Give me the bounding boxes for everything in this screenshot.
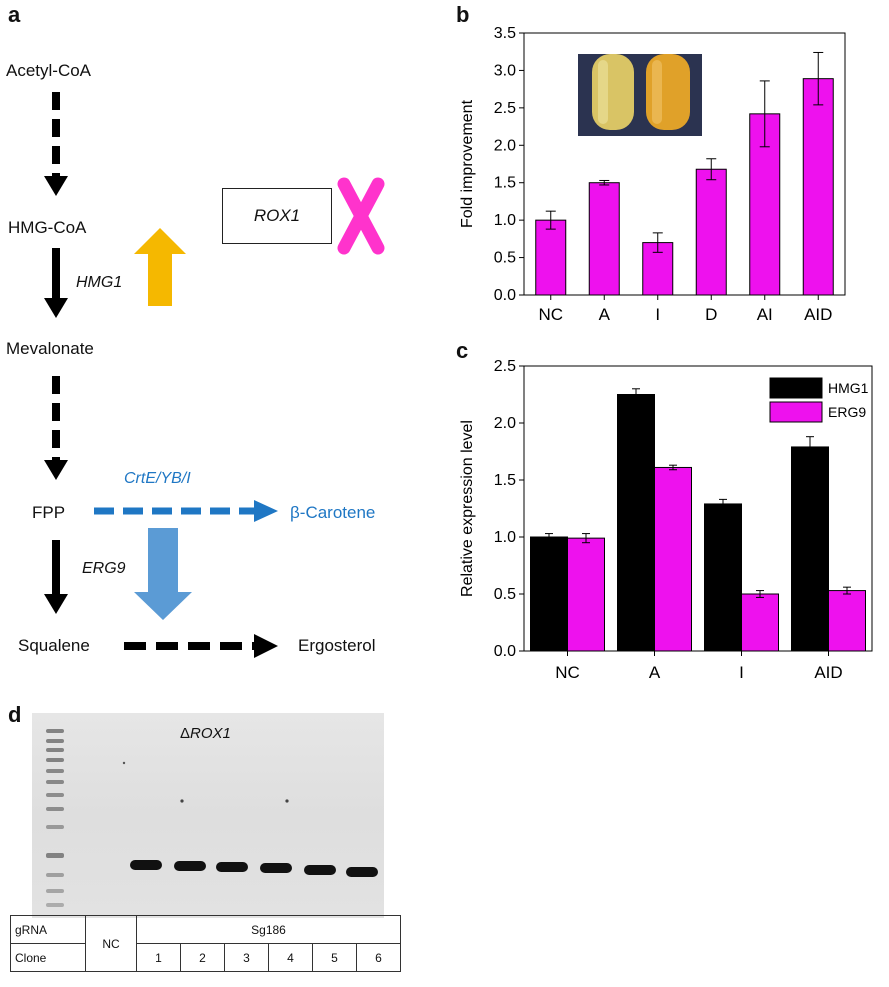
label-beta-carotene: β-Carotene xyxy=(290,503,376,522)
y-tick-label: 0.0 xyxy=(494,643,516,660)
gel-band-1 xyxy=(130,860,162,870)
bar-erg9 xyxy=(654,466,692,652)
legend-label: ERG9 xyxy=(828,404,866,420)
label-hmg1: HMG1 xyxy=(76,274,123,291)
bar xyxy=(588,182,620,296)
arrow-hmg-to-mevalonate xyxy=(44,248,68,318)
y-tick-label: 1.5 xyxy=(494,472,516,489)
y-tick-label: 2.5 xyxy=(494,100,516,117)
table-clone: 3 xyxy=(224,943,269,972)
label-hmg-coa: HMG-CoA xyxy=(8,218,87,237)
bar-hmg1 xyxy=(530,536,568,652)
gel-band-6 xyxy=(346,867,378,877)
bar-hmg1 xyxy=(617,394,655,652)
y-tick-label: 0.5 xyxy=(494,586,516,603)
arrow-squalene-to-ergosterol xyxy=(124,634,278,658)
bar-erg9 xyxy=(741,593,779,652)
panel-label-a: a xyxy=(8,2,21,27)
gel-band-4 xyxy=(260,863,292,873)
x-tick-label: NC xyxy=(538,305,563,324)
legend-swatch xyxy=(769,377,823,399)
label-crt-genes: CrtE/YB/I xyxy=(124,470,191,487)
y-tick-label: 2.0 xyxy=(494,415,516,432)
chart-b: 0.0 0.5 1.0 1.5 2.0 2.5 3.0 3.5 Fold improvement… xyxy=(459,25,846,324)
legend-label: HMG1 xyxy=(828,380,869,396)
y-axis-label: Relative expression level xyxy=(459,420,476,597)
x-tick-label: A xyxy=(649,663,661,682)
down-arrow-icon xyxy=(134,528,192,620)
legend-swatch xyxy=(769,401,823,423)
y-tick-label: 2.0 xyxy=(494,137,516,154)
y-tick-label: 1.0 xyxy=(494,529,516,546)
plot-frame xyxy=(523,32,846,296)
y-tick-label: 2.5 xyxy=(494,358,516,375)
panel-label-b: b xyxy=(456,2,470,27)
label-ergosterol: Ergosterol xyxy=(298,636,376,655)
y-tick-label: 0.0 xyxy=(494,287,516,304)
x-tick-label: AID xyxy=(814,663,842,682)
y-tick-label: 3.0 xyxy=(494,62,516,79)
y-tick-label: 1.5 xyxy=(494,175,516,192)
label-fpp: FPP xyxy=(32,503,66,522)
bar xyxy=(535,219,567,296)
x-tick-label: NC xyxy=(555,663,580,682)
gel-image: ΔROX1 xyxy=(32,713,384,918)
gel-band-3 xyxy=(216,862,248,872)
table-label-clone: Clone xyxy=(10,943,86,972)
x-tick-label: A xyxy=(599,305,611,324)
y-axis-label: Fold improvement xyxy=(459,99,476,228)
x-tick-label: I xyxy=(739,663,744,682)
arrow-fpp-to-squalene xyxy=(44,540,68,614)
gel-band-2 xyxy=(174,861,206,871)
arrow-mevalonate-to-fpp xyxy=(44,376,68,480)
table-clone: 6 xyxy=(356,943,401,972)
chart-c: 0.0 0.5 1.0 1.5 2.0 2.5 Relative expression le… xyxy=(459,358,873,682)
table-label-grna: gRNA xyxy=(10,915,86,944)
panel-label-d: d xyxy=(8,702,22,727)
cross-icon xyxy=(337,177,385,255)
x-tick-label: I xyxy=(655,305,660,324)
bar-erg9 xyxy=(828,590,866,652)
gel-band-5 xyxy=(304,865,336,875)
bar-erg9 xyxy=(567,537,605,652)
table-sg186: Sg186 xyxy=(136,915,401,944)
x-tick-label: AI xyxy=(757,305,773,324)
up-arrow-icon xyxy=(134,228,186,306)
gel-bands xyxy=(46,729,378,907)
table-clone: 1 xyxy=(136,943,181,972)
label-mevalonate: Mevalonate xyxy=(6,339,94,358)
label-acetyl-coa: Acetyl-CoA xyxy=(6,61,92,80)
panel-label-c: c xyxy=(456,338,469,363)
arrow-fpp-to-carotene xyxy=(94,500,278,522)
pathway-arrows xyxy=(44,92,385,658)
y-tick-label: 1.0 xyxy=(494,212,516,229)
table-clone: 5 xyxy=(312,943,357,972)
table-clone: 4 xyxy=(268,943,313,972)
y-tick-label: 0.5 xyxy=(494,250,516,267)
x-tick-label: D xyxy=(705,305,717,324)
tube-photo xyxy=(578,54,702,136)
gel-title: ΔROX1 xyxy=(180,725,231,742)
arrow-acetyl-to-hmg xyxy=(44,92,68,196)
rox1-box: ROX1 xyxy=(222,188,332,244)
label-squalene: Squalene xyxy=(18,636,90,655)
table-nc: NC xyxy=(85,915,137,972)
bar xyxy=(802,78,834,296)
gel-sample-bands xyxy=(130,860,378,877)
gel-ladder xyxy=(46,729,64,907)
bar xyxy=(695,168,727,296)
y-tick-label: 3.5 xyxy=(494,25,516,42)
label-rox1: ROX1 xyxy=(253,206,301,225)
gel-table: gRNA NC Sg186 Clone 1 2 3 4 5 6 xyxy=(10,915,401,972)
legend: HMG1 ERG9 xyxy=(769,377,869,423)
plot-frame xyxy=(523,365,873,652)
x-tick-label: AID xyxy=(804,305,832,324)
bar-hmg1 xyxy=(704,503,742,652)
label-erg9: ERG9 xyxy=(82,560,126,577)
table-clone: 2 xyxy=(180,943,225,972)
bar-hmg1 xyxy=(791,446,829,652)
